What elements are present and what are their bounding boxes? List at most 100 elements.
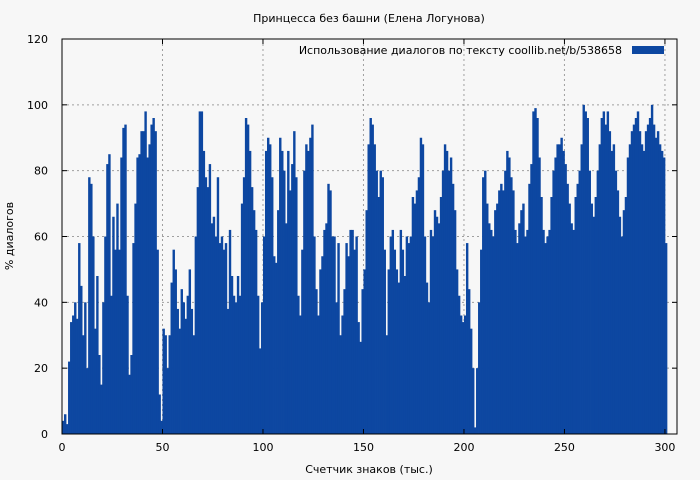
bars — [62, 104, 668, 435]
bar — [102, 302, 105, 434]
bar — [260, 302, 264, 434]
bar — [202, 150, 206, 434]
bar — [662, 157, 666, 434]
bar — [345, 243, 348, 434]
bar — [343, 289, 346, 434]
bar — [584, 111, 587, 435]
bar — [421, 144, 425, 435]
bar — [236, 276, 240, 434]
bar — [375, 170, 378, 434]
bar — [246, 124, 250, 434]
bar — [640, 144, 644, 435]
chart-title: Принцесса без башни (Елена Логунова) — [253, 12, 485, 25]
bar — [291, 164, 294, 435]
bar — [224, 243, 228, 434]
bar — [616, 190, 620, 434]
bar — [152, 118, 155, 434]
bar — [377, 197, 380, 434]
x-tick-label: 100 — [252, 441, 273, 454]
bar — [66, 424, 69, 434]
bar — [96, 276, 99, 434]
bar — [598, 144, 602, 435]
bar — [86, 368, 89, 434]
bar — [433, 210, 437, 434]
bar — [381, 177, 384, 434]
bar — [574, 197, 577, 434]
bar — [226, 308, 230, 434]
bar — [72, 315, 75, 434]
x-tick-label: 250 — [554, 441, 575, 454]
y-tick-label: 20 — [34, 362, 48, 375]
bar — [273, 256, 276, 434]
bar — [656, 131, 660, 434]
bar — [614, 170, 618, 434]
bar — [305, 144, 308, 435]
bar — [622, 210, 626, 434]
bar — [441, 170, 445, 434]
bar — [333, 236, 336, 434]
bar — [556, 144, 559, 435]
bar — [439, 197, 443, 434]
bar — [492, 236, 495, 434]
bar — [461, 322, 465, 434]
bar — [415, 190, 419, 434]
bar — [644, 131, 648, 434]
bar — [443, 144, 447, 435]
bar — [514, 229, 517, 434]
bar — [383, 249, 386, 434]
bar — [170, 282, 173, 434]
bar — [518, 223, 521, 434]
gridlines — [62, 39, 677, 434]
bar — [578, 170, 581, 434]
bar — [373, 144, 376, 435]
bar — [64, 414, 67, 434]
bar — [148, 144, 151, 435]
x-tick-label: 50 — [155, 441, 169, 454]
bar — [78, 243, 81, 434]
bar — [638, 131, 642, 434]
bar — [116, 203, 119, 434]
legend: Использование диалогов по тексту coollib… — [299, 44, 664, 57]
bar — [104, 236, 107, 434]
bar — [457, 295, 461, 434]
bar — [602, 111, 606, 435]
bar — [608, 131, 612, 434]
bar — [228, 229, 232, 434]
bar — [524, 236, 527, 434]
bar — [136, 157, 139, 434]
bar — [180, 289, 183, 434]
bar — [262, 236, 266, 434]
x-tick-label: 150 — [353, 441, 374, 454]
bar — [76, 318, 79, 434]
bar — [476, 368, 479, 434]
bar — [512, 190, 515, 434]
bar — [522, 203, 525, 434]
bar — [106, 164, 109, 435]
bar — [200, 111, 204, 435]
bar — [150, 124, 153, 434]
bar — [540, 197, 543, 434]
bar — [652, 124, 656, 434]
bar — [285, 223, 288, 434]
bar — [526, 229, 529, 434]
bar — [405, 236, 409, 434]
bar — [389, 236, 393, 434]
bar — [341, 315, 344, 434]
bar — [128, 374, 131, 434]
bar — [325, 223, 328, 434]
bar — [544, 243, 547, 434]
bar — [636, 111, 640, 435]
bar — [166, 368, 169, 434]
bar — [295, 177, 298, 434]
bar — [560, 137, 563, 434]
bar — [361, 289, 364, 434]
bar — [234, 302, 238, 434]
bar — [142, 131, 145, 434]
bar — [566, 183, 569, 434]
bar — [132, 243, 135, 434]
bar — [210, 223, 214, 434]
bar — [279, 137, 282, 434]
bar — [407, 243, 411, 434]
bar — [467, 289, 471, 434]
bar — [327, 183, 330, 434]
